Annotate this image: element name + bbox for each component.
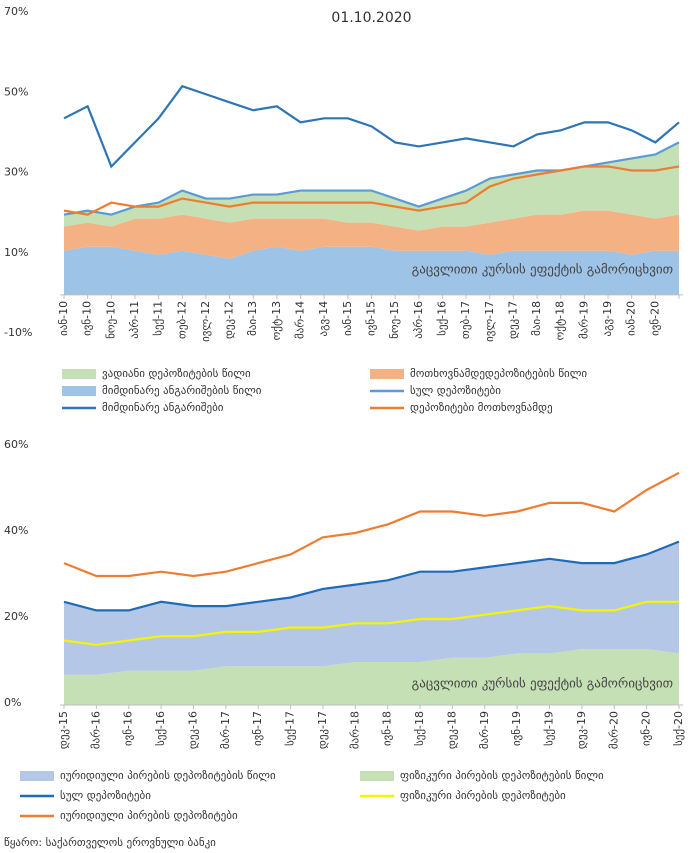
legend-label: ფიზიკური პირების დეპოზიტები	[400, 789, 566, 802]
y-tick-label: -10%	[4, 326, 32, 339]
legend-swatch	[360, 771, 394, 781]
annotation: გაცვლითი კურსის ეფექტის გამორიცხვით	[412, 677, 673, 692]
x-tick-label: იან-20	[625, 301, 638, 336]
legend-label: დეპოზიტები მოთხოვნამდე	[410, 401, 553, 414]
x-tick-label: მარ-19	[478, 711, 491, 749]
x-tick-label: აგვ-19	[601, 301, 614, 337]
x-tick-label: მარ-18	[348, 711, 361, 749]
x-tick-label: თებ-12	[175, 301, 188, 339]
y-tick-label: 20%	[4, 610, 28, 623]
x-tick-label: აგვ-14	[317, 301, 330, 337]
y-tick-label: 10%	[4, 246, 28, 259]
x-tick-label: აპრ-11	[128, 301, 141, 339]
chart-title: 01.10.2020	[331, 10, 411, 26]
line	[63, 84, 680, 169]
x-tick-label: ნოე-10	[104, 301, 117, 339]
area	[64, 246, 679, 295]
x-tick-label: სექ-20	[672, 711, 685, 746]
x-tick-label: ოქტ-18	[554, 301, 567, 340]
x-tick-label: დეკ-19	[575, 711, 588, 749]
x-tick-label: ივნ-16	[122, 711, 135, 746]
y-tick-label: 40%	[4, 524, 28, 537]
x-tick-label: ივნ-10	[81, 301, 94, 336]
line	[63, 540, 680, 612]
legend-label: იურიდიული პირების დეპოზიტების წილი	[60, 769, 276, 782]
x-tick-label: მარ-14	[294, 301, 307, 339]
legend-swatch	[20, 771, 54, 781]
x-tick-label: დეკ-18	[445, 711, 458, 749]
y-tick-label: 70%	[4, 5, 28, 18]
x-tick-label: სექ-11	[152, 301, 165, 336]
legend-label: იურიდიული პირების დეპოზიტები	[60, 809, 238, 822]
x-tick-label: ივნ-17	[251, 711, 264, 746]
x-tick-label: სექ-16	[435, 301, 448, 336]
x-tick-label: მარ-16	[89, 711, 102, 749]
legend-label: მიმდინარე ანგარიშები	[102, 401, 224, 414]
x-tick-label: ივნ-15	[365, 301, 378, 336]
x-tick-label: ივნ-20	[648, 301, 661, 336]
y-tick-label: 60%	[4, 438, 28, 451]
x-tick-label: დეკ-16	[186, 711, 199, 749]
x-tick-label: დეკ-17	[506, 301, 519, 339]
x-tick-label: მარ-19	[577, 301, 590, 339]
legend-swatch	[62, 386, 96, 396]
source: წყარო: საქართველოს ეროვნული ბანკი	[4, 836, 216, 849]
x-tick-label: ივლ-17	[483, 301, 496, 342]
x-tick-label: მაი-18	[530, 301, 543, 336]
legend-label: ვადიანი დეპოზიტების წილი	[102, 367, 251, 380]
x-tick-label: ივნ-18	[381, 711, 394, 746]
legend-label: მოთხოვნამდედეპოზიტების წილი	[410, 367, 587, 380]
x-tick-label: მარ-17	[219, 711, 232, 749]
legend-label: სულ დეპოზიტები	[60, 789, 151, 802]
x-tick-label: იან-15	[341, 301, 354, 336]
x-tick-label: დეკ-17	[316, 711, 329, 749]
line	[63, 165, 680, 216]
area	[64, 210, 679, 259]
x-tick-label: დეკ-15	[57, 711, 70, 749]
legend-label: მიმდინარე ანგარიშების წილი	[102, 384, 262, 397]
x-tick-label: მარ-20	[607, 711, 620, 749]
legend-swatch	[370, 369, 404, 379]
area	[64, 142, 679, 231]
line	[63, 600, 679, 646]
legend-swatch	[62, 369, 96, 379]
x-tick-label: მაი-13	[246, 301, 259, 336]
x-tick-label: სექ-18	[413, 711, 426, 746]
x-tick-label: თებ-17	[459, 301, 472, 339]
x-tick-label: ივნ-19	[510, 711, 523, 746]
x-tick-label: სექ-16	[154, 711, 167, 746]
line	[63, 471, 680, 578]
x-tick-label: იან-10	[57, 301, 70, 336]
y-tick-label: 0%	[4, 696, 21, 709]
y-tick-label: 50%	[4, 85, 28, 98]
legend-label: სულ დეპოზიტები	[410, 384, 501, 397]
annotation: გაცვლითი კურსის ეფექტის გამორიცხვით	[412, 263, 673, 278]
x-tick-label: ოქტ-13	[270, 301, 283, 340]
area	[64, 541, 679, 675]
x-tick-label: ივნ-20	[640, 711, 653, 746]
x-tick-label: დეკ-12	[223, 301, 236, 339]
area	[64, 649, 679, 705]
y-tick-label: 30%	[4, 166, 28, 179]
x-tick-label: აპრ-16	[412, 301, 425, 339]
x-tick-label: ივლ-12	[199, 301, 212, 342]
x-tick-label: სექ-17	[284, 711, 297, 746]
x-tick-label: სექ-19	[543, 711, 556, 746]
legend-label: ფიზიკური პირების დეპოზიტების წილი	[400, 769, 604, 782]
x-tick-label: ნოე-15	[388, 301, 401, 339]
